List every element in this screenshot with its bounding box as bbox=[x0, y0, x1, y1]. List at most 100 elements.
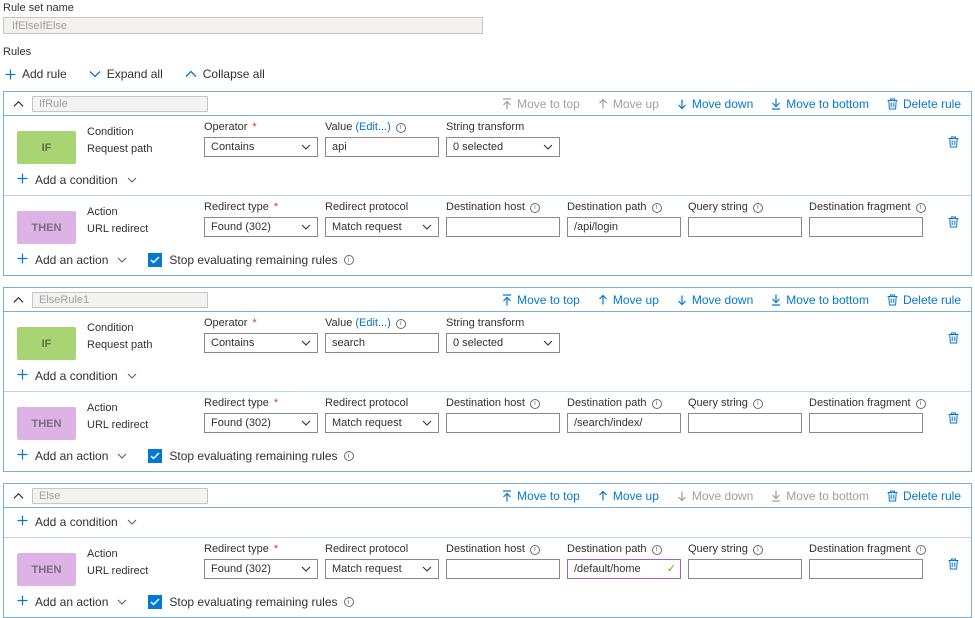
add-action-button[interactable]: Add an action bbox=[17, 253, 127, 267]
stop-evaluating-checkbox[interactable] bbox=[148, 253, 163, 267]
info-icon[interactable]: i bbox=[529, 544, 540, 555]
delete-rule-button[interactable]: Delete rule bbox=[887, 293, 961, 307]
info-icon[interactable]: i bbox=[395, 318, 406, 329]
info-icon[interactable]: i bbox=[651, 398, 662, 409]
value-input[interactable] bbox=[325, 333, 439, 353]
add-action-button[interactable]: Add an action bbox=[17, 595, 127, 609]
info-icon[interactable]: i bbox=[752, 544, 763, 555]
value-edit-link[interactable]: (Edit...) bbox=[355, 317, 391, 329]
collapse-rule-icon[interactable] bbox=[13, 492, 24, 500]
query-string-input[interactable] bbox=[688, 559, 802, 579]
delete-action-button[interactable] bbox=[946, 410, 961, 429]
delete-action-button[interactable] bbox=[946, 556, 961, 575]
destination-host-input[interactable] bbox=[446, 413, 560, 433]
rule-header-toolbar: Move to top Move up Move down Move to bo… bbox=[502, 489, 961, 503]
info-icon[interactable]: i bbox=[529, 398, 540, 409]
add-condition-button[interactable]: Add a condition bbox=[17, 369, 137, 383]
destination-path-input[interactable] bbox=[567, 413, 681, 433]
delete-condition-button[interactable] bbox=[946, 134, 961, 153]
query-string-label: Query string bbox=[688, 397, 748, 409]
stop-evaluating-checkbox[interactable] bbox=[148, 595, 163, 609]
destination-host-input[interactable] bbox=[446, 217, 560, 237]
add-rule-button[interactable]: Add rule bbox=[5, 67, 67, 81]
info-icon[interactable]: i bbox=[915, 544, 926, 555]
string-transform-value: 0 selected bbox=[453, 337, 504, 349]
add-condition-button[interactable]: Add a condition bbox=[17, 515, 137, 529]
add-action-row: Add an action Stop evaluating remaining … bbox=[4, 444, 971, 471]
delete-rule-button[interactable]: Delete rule bbox=[887, 489, 961, 503]
info-icon[interactable]: i bbox=[915, 202, 926, 213]
info-icon[interactable]: i bbox=[343, 451, 354, 461]
expand-all-label: Expand all bbox=[106, 67, 163, 81]
move-to-bottom-icon bbox=[771, 294, 781, 306]
query-string-input[interactable] bbox=[688, 217, 802, 237]
destination-host-field: Destination host i bbox=[446, 201, 560, 244]
redirect-type-field: Redirect type * Found (302) bbox=[204, 543, 318, 586]
section-divider bbox=[4, 195, 971, 196]
required-asterisk: * bbox=[252, 121, 257, 133]
collapse-rule-icon[interactable] bbox=[13, 100, 24, 108]
info-icon[interactable]: i bbox=[343, 597, 354, 607]
move-down-button[interactable]: Move down bbox=[677, 97, 753, 111]
redirect-protocol-select[interactable]: Match request bbox=[325, 413, 439, 433]
info-icon[interactable]: i bbox=[651, 202, 662, 213]
collapse-rule-icon[interactable] bbox=[13, 296, 24, 304]
info-icon[interactable]: i bbox=[651, 544, 662, 555]
destination-path-input[interactable] bbox=[567, 217, 681, 237]
value-edit-link[interactable]: (Edit...) bbox=[355, 121, 391, 133]
move-to-bottom-button[interactable]: Move to bottom bbox=[771, 293, 869, 307]
expand-all-button[interactable]: Expand all bbox=[89, 67, 163, 81]
redirect-type-select[interactable]: Found (302) bbox=[204, 217, 318, 237]
redirect-protocol-select[interactable]: Match request bbox=[325, 559, 439, 579]
move-to-bottom-button[interactable]: Move to bottom bbox=[771, 97, 869, 111]
delete-condition-button[interactable] bbox=[946, 330, 961, 349]
add-condition-button[interactable]: Add a condition bbox=[17, 173, 137, 187]
info-icon[interactable]: i bbox=[529, 202, 540, 213]
add-action-button[interactable]: Add an action bbox=[17, 449, 127, 463]
string-transform-select[interactable]: 0 selected bbox=[446, 333, 560, 353]
query-string-input[interactable] bbox=[688, 413, 802, 433]
collapse-all-button[interactable]: Collapse all bbox=[185, 67, 265, 81]
info-icon[interactable]: i bbox=[752, 202, 763, 213]
redirect-type-select[interactable]: Found (302) bbox=[204, 413, 318, 433]
destination-fragment-input[interactable] bbox=[809, 217, 923, 237]
info-icon[interactable]: i bbox=[915, 398, 926, 409]
move-to-top-button[interactable]: Move to top bbox=[502, 293, 580, 307]
rule-card-elserule1: Move to top Move up Move down Move to bo… bbox=[3, 287, 972, 472]
add-condition-row: Add a condition bbox=[4, 168, 971, 195]
move-to-top-button[interactable]: Move to top bbox=[502, 489, 580, 503]
destination-fragment-label: Destination fragment bbox=[809, 201, 911, 213]
redirect-protocol-label: Redirect protocol bbox=[325, 201, 409, 213]
move-to-top-label: Move to top bbox=[517, 488, 580, 503]
redirect-type-field: Redirect type * Found (302) bbox=[204, 201, 318, 244]
section-divider bbox=[4, 391, 971, 392]
destination-fragment-input[interactable] bbox=[809, 413, 923, 433]
string-transform-select[interactable]: 0 selected bbox=[446, 137, 560, 157]
destination-host-input[interactable] bbox=[446, 559, 560, 579]
destination-fragment-field: Destination fragment i bbox=[809, 201, 926, 244]
move-up-button[interactable]: Move up bbox=[598, 489, 659, 503]
destination-host-field: Destination host i bbox=[446, 397, 560, 440]
destination-path-input[interactable] bbox=[567, 559, 681, 579]
redirect-protocol-select[interactable]: Match request bbox=[325, 217, 439, 237]
delete-action-button[interactable] bbox=[946, 214, 961, 233]
stop-evaluating-checkbox[interactable] bbox=[148, 449, 163, 463]
move-down-button[interactable]: Move down bbox=[677, 293, 753, 307]
redirect-protocol-field: Redirect protocol Match request bbox=[325, 201, 439, 244]
move-up-button[interactable]: Move up bbox=[598, 293, 659, 307]
delete-rule-button[interactable]: Delete rule bbox=[887, 97, 961, 111]
info-icon[interactable]: i bbox=[752, 398, 763, 409]
move-down-button: Move down bbox=[677, 489, 753, 503]
then-badge: THEN bbox=[17, 553, 76, 586]
destination-fragment-input[interactable] bbox=[809, 559, 923, 579]
info-icon[interactable]: i bbox=[395, 122, 406, 133]
redirect-type-select[interactable]: Found (302) bbox=[204, 559, 318, 579]
chevron-down-icon bbox=[117, 453, 127, 459]
rule-name-input bbox=[32, 291, 208, 308]
value-input[interactable] bbox=[325, 137, 439, 157]
operator-select[interactable]: Contains bbox=[204, 137, 318, 157]
operator-select[interactable]: Contains bbox=[204, 333, 318, 353]
info-icon[interactable]: i bbox=[343, 255, 354, 265]
destination-fragment-label: Destination fragment bbox=[809, 397, 911, 409]
destination-fragment-label: Destination fragment bbox=[809, 543, 911, 555]
